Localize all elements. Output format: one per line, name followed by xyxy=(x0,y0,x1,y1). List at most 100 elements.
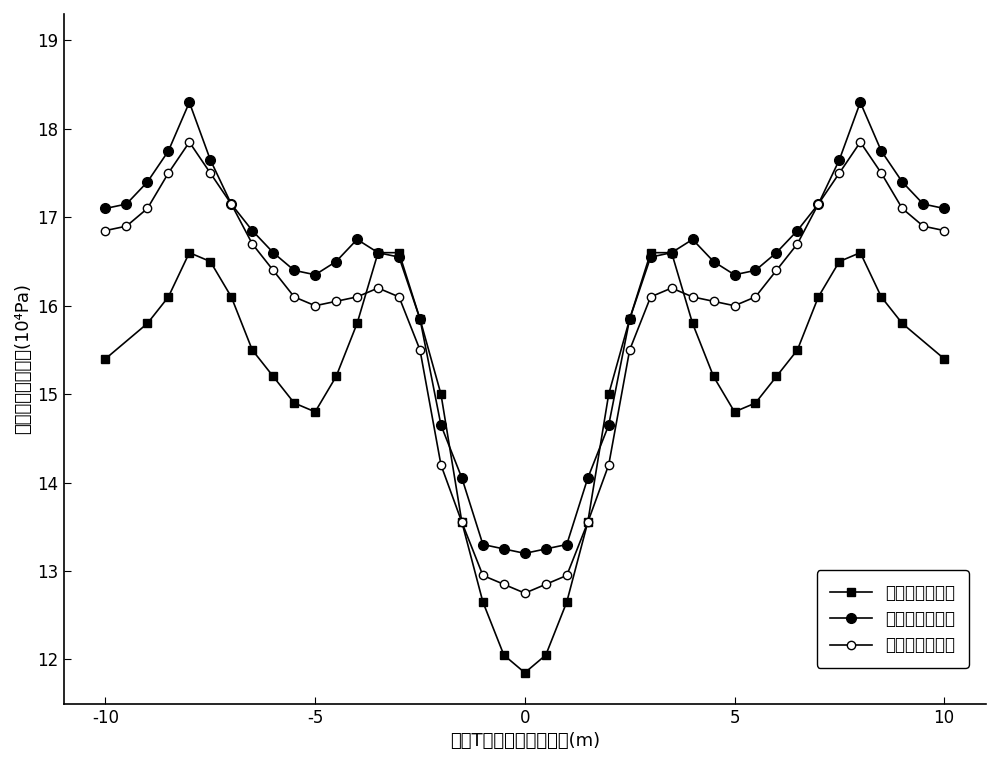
传统剪滞理论值 xyxy=(99,354,111,364)
有限元法数值解 xyxy=(372,283,384,293)
本文剪滞理论值 xyxy=(498,544,510,553)
本文剪滞理论值 xyxy=(561,540,573,549)
本文剪滞理论值 xyxy=(267,248,279,257)
有限元法数值解 xyxy=(498,580,510,589)
传统剪滞理论值 xyxy=(624,315,636,324)
有限元法数值解 xyxy=(477,571,489,580)
传统剪滞理论值 xyxy=(645,248,657,257)
有限元法数值解 xyxy=(812,199,824,209)
有限元法数值解 xyxy=(561,571,573,580)
传统剪滞理论值 xyxy=(875,293,887,302)
有限元法数值解 xyxy=(225,199,237,209)
Line: 传统剪滞理论值: 传统剪滞理论值 xyxy=(101,248,948,677)
传统剪滞理论值 xyxy=(330,372,342,381)
有限元法数值解 xyxy=(938,226,950,235)
有限元法数值解 xyxy=(393,293,405,302)
有限元法数值解 xyxy=(645,293,657,302)
有限元法数值解 xyxy=(456,518,468,527)
传统剪滞理论值 xyxy=(896,319,908,328)
本文剪滞理论值 xyxy=(896,177,908,186)
传统剪滞理论值 xyxy=(770,372,782,381)
有限元法数值解 xyxy=(540,580,552,589)
本文剪滞理论值 xyxy=(456,474,468,483)
传统剪滞理论值 xyxy=(833,257,845,266)
本文剪滞理论值 xyxy=(372,248,384,257)
本文剪滞理论值 xyxy=(309,270,321,280)
有限元法数值解 xyxy=(330,296,342,306)
本文剪滞理论值 xyxy=(833,155,845,164)
传统剪滞理论值 xyxy=(854,248,866,257)
传统剪滞理论值 xyxy=(561,597,573,607)
传统剪滞理论值 xyxy=(519,668,531,678)
有限元法数值解 xyxy=(204,169,216,178)
有限元法数值解 xyxy=(687,293,699,302)
本文剪滞理论值 xyxy=(435,420,447,429)
本文剪滞理论值 xyxy=(204,155,216,164)
传统剪滞理论值 xyxy=(309,407,321,416)
传统剪滞理论值 xyxy=(435,390,447,399)
有限元法数值解 xyxy=(770,266,782,275)
传统剪滞理论值 xyxy=(162,293,174,302)
本文剪滞理论值 xyxy=(708,257,720,266)
传统剪滞理论值 xyxy=(183,248,195,257)
有限元法数值解 xyxy=(833,169,845,178)
传统剪滞理论值 xyxy=(456,518,468,527)
有限元法数值解 xyxy=(351,293,363,302)
有限元法数值解 xyxy=(120,222,132,231)
本文剪滞理论值 xyxy=(225,199,237,209)
传统剪滞理论值 xyxy=(749,398,761,407)
有限元法数值解 xyxy=(854,138,866,147)
传统剪滞理论值 xyxy=(414,315,426,324)
有限元法数值解 xyxy=(309,301,321,310)
本文剪滞理论值 xyxy=(162,147,174,156)
传统剪滞理论值 xyxy=(141,319,153,328)
有限元法数值解 xyxy=(435,461,447,470)
传统剪滞理论值 xyxy=(603,390,615,399)
本文剪滞理论值 xyxy=(645,253,657,262)
本文剪滞理论值 xyxy=(477,540,489,549)
本文剪滞理论值 xyxy=(812,199,824,209)
本文剪滞理论值 xyxy=(729,270,741,280)
有限元法数值解 xyxy=(141,204,153,213)
Legend: 传统剪滞理论值, 本文剪滞理论值, 有限元法数值解: 传统剪滞理论值, 本文剪滞理论值, 有限元法数值解 xyxy=(817,571,969,668)
传统剪滞理论值 xyxy=(393,248,405,257)
有限元法数值解 xyxy=(99,226,111,235)
传统剪滞理论值 xyxy=(498,650,510,659)
本文剪滞理论值 xyxy=(351,235,363,244)
本文剪滞理论值 xyxy=(791,226,803,235)
传统剪滞理论值 xyxy=(666,248,678,257)
本文剪滞理论值 xyxy=(120,199,132,209)
有限元法数值解 xyxy=(603,461,615,470)
本文剪滞理论值 xyxy=(749,266,761,275)
传统剪滞理论值 xyxy=(540,650,552,659)
Line: 有限元法数值解: 有限元法数值解 xyxy=(101,138,948,597)
有限元法数值解 xyxy=(917,222,929,231)
Line: 本文剪滞理论值: 本文剪滞理论值 xyxy=(101,98,949,558)
有限元法数值解 xyxy=(791,239,803,248)
本文剪滞理论值 xyxy=(141,177,153,186)
传统剪滞理论值 xyxy=(288,398,300,407)
传统剪滞理论值 xyxy=(729,407,741,416)
本文剪滞理论值 xyxy=(246,226,258,235)
有限元法数值解 xyxy=(624,345,636,354)
有限元法数值解 xyxy=(582,518,594,527)
传统剪滞理论值 xyxy=(938,354,950,364)
有限元法数值解 xyxy=(267,266,279,275)
有限元法数值解 xyxy=(519,588,531,597)
本文剪滞理论值 xyxy=(582,474,594,483)
本文剪滞理论值 xyxy=(519,549,531,558)
传统剪滞理论值 xyxy=(812,293,824,302)
本文剪滞理论值 xyxy=(393,253,405,262)
有限元法数值解 xyxy=(246,239,258,248)
本文剪滞理论值 xyxy=(666,248,678,257)
本文剪滞理论值 xyxy=(603,420,615,429)
有限元法数值解 xyxy=(708,296,720,306)
本文剪滞理论值 xyxy=(288,266,300,275)
有限元法数值解 xyxy=(414,345,426,354)
传统剪滞理论值 xyxy=(351,319,363,328)
传统剪滞理论值 xyxy=(267,372,279,381)
本文剪滞理论值 xyxy=(917,199,929,209)
有限元法数值解 xyxy=(875,169,887,178)
本文剪滞理论值 xyxy=(540,544,552,553)
传统剪滞理论值 xyxy=(204,257,216,266)
